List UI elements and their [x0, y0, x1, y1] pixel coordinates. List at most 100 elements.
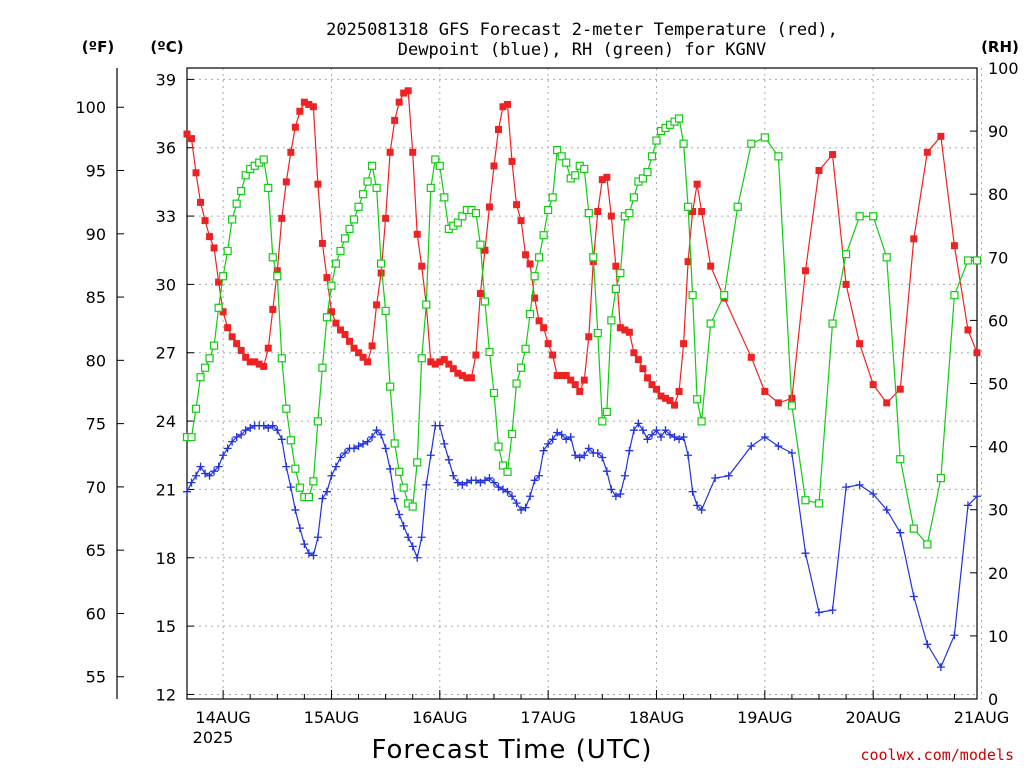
temperature-point	[689, 208, 697, 216]
temperature-point	[535, 317, 543, 325]
rh-point	[521, 344, 530, 353]
dewpoint-point	[661, 426, 670, 435]
rh-point	[647, 152, 657, 161]
temperature-point	[472, 351, 480, 359]
temperature-point	[291, 123, 299, 131]
dewpoint-point	[413, 553, 422, 562]
dewpoint-point	[408, 542, 417, 551]
rh-point	[553, 145, 562, 155]
temperature-point	[481, 246, 489, 254]
dewpoint-point	[435, 421, 444, 430]
temperature-point	[937, 132, 945, 140]
rh-point	[205, 354, 214, 363]
dewpoint-point	[359, 439, 368, 448]
temperature-point	[662, 394, 670, 402]
temperature-point	[594, 208, 602, 216]
rh-point	[440, 193, 449, 202]
temperature-point	[409, 148, 417, 156]
dewpoint-point	[684, 451, 693, 460]
rh-tick-label: 90	[988, 122, 1008, 141]
dewpoint-point	[295, 524, 304, 533]
temperature-point	[264, 344, 272, 352]
dewpoint-point	[566, 433, 575, 442]
dewpoint-point	[259, 421, 268, 430]
temperature-point	[431, 360, 439, 368]
rh-tick-label: 40	[988, 438, 1008, 457]
temperature-line	[186, 89, 978, 407]
temperature-point	[395, 98, 403, 106]
rh-tick-label: 100	[988, 59, 1019, 78]
dewpoint-point	[341, 448, 349, 457]
dewpoint-point	[381, 444, 390, 453]
dewpoint-point	[214, 462, 223, 471]
temperature-point	[436, 358, 444, 366]
rh-point	[318, 363, 327, 372]
fahrenheit-tick-label: 65	[86, 541, 106, 560]
rh-point	[625, 209, 634, 218]
rh-point	[638, 174, 648, 183]
temperature-point	[883, 399, 891, 407]
temperature-point	[206, 233, 214, 241]
dewpoint-point	[336, 453, 345, 462]
dewpoint-point	[580, 451, 589, 460]
dewpoint-point	[855, 480, 864, 489]
rh-point	[471, 209, 481, 218]
temperature-point	[359, 353, 367, 361]
dewpoint-point	[634, 419, 643, 428]
fahrenheit-tick-label: 90	[86, 225, 106, 244]
dewpoint-point	[675, 435, 684, 444]
x-axis-year-label: 2025	[193, 728, 234, 747]
rh-point	[683, 202, 693, 211]
dewpoint-line	[186, 422, 978, 669]
temperature-point	[616, 324, 624, 332]
celsius-tick-label: 24	[156, 412, 176, 431]
temperature-point	[323, 274, 331, 282]
rh-point	[580, 164, 589, 174]
temperature-point	[346, 337, 354, 345]
temperature-point	[327, 308, 335, 316]
rh-point	[571, 171, 580, 180]
dewpoint-point	[426, 451, 435, 460]
temperature-point	[183, 130, 191, 138]
rh-point	[264, 183, 273, 192]
rh-point	[548, 193, 557, 202]
dewpoint-point	[309, 551, 318, 560]
rh-point	[562, 158, 571, 167]
dewpoint-point	[277, 435, 286, 444]
temperature-point	[698, 208, 706, 216]
data-series	[182, 87, 982, 672]
dewpoint-point	[449, 471, 458, 480]
temperature-point	[404, 87, 412, 95]
rh-point	[720, 291, 729, 300]
rh-point	[313, 417, 323, 426]
dewpoint-point	[273, 426, 282, 435]
rh-point	[390, 439, 399, 448]
dewpoint-point	[657, 433, 665, 442]
temperature-point	[210, 244, 218, 252]
temperature-point	[418, 262, 426, 270]
temperature-point	[282, 178, 290, 186]
temperature-point	[693, 180, 701, 188]
temperature-point	[562, 372, 570, 380]
temperature-point	[278, 214, 286, 222]
rh-point	[963, 256, 973, 265]
dewpoint-point	[652, 426, 661, 435]
temperature-point	[571, 381, 579, 389]
rh-point	[336, 246, 345, 256]
temperature-point	[526, 260, 534, 268]
dewpoint-point	[368, 433, 377, 442]
dewpoint-point	[666, 430, 675, 439]
dewpoint-point	[237, 430, 246, 439]
rh-point	[367, 161, 377, 170]
dewpoint-point	[508, 492, 517, 501]
rh-point	[268, 253, 277, 262]
temperature-point	[445, 360, 453, 368]
dewpoint-point	[882, 505, 891, 514]
temperature-point	[296, 107, 304, 115]
dewpoint-point	[417, 533, 426, 542]
temperature-point	[228, 333, 236, 341]
temperature-point	[598, 176, 606, 184]
rh-point	[237, 186, 246, 196]
dewpoint-point	[643, 435, 652, 444]
temperature-point	[896, 385, 904, 393]
